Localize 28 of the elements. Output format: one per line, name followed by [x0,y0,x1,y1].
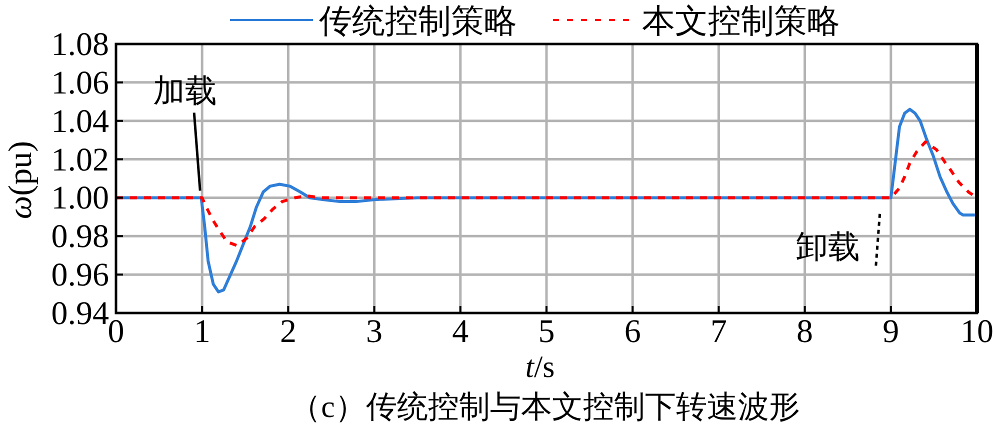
x-tick-label: 8 [796,314,814,350]
legend-label: 传统控制策略 [319,4,517,40]
annotation: 加载 [153,72,218,109]
x-tick-label: 9 [882,314,900,350]
y-tick-label: 1.08 [51,27,109,63]
y-tick-label: 1.00 [51,180,109,217]
y-tick-label: 0.94 [51,296,109,332]
text: （c）传统控制与本文控制下转速波形 [290,389,800,424]
y-tick-label: 1.02 [51,142,109,178]
y-axis-title: ω(pu) [3,140,39,220]
x-tick-label: 3 [366,314,383,350]
x-tick-label: 6 [624,314,641,350]
x-tick-label: 10 [960,314,993,350]
x-tick-label: 0 [108,314,124,350]
y-tick-label: 1.06 [51,65,109,102]
legend-label: 本文控制策略 [642,4,840,40]
y-tick-label: 0.98 [51,219,109,256]
x-tick-label: 1 [194,314,210,350]
x-tick-label: 2 [280,314,296,350]
annotation: 卸载 [796,228,860,265]
y-tick-label: 1.04 [51,104,109,140]
annotation: 加载 [153,72,218,191]
annotation: 卸载 [796,212,882,266]
y-tick-label: 0.96 [51,258,109,294]
x-tick-label: 7 [710,314,727,350]
x-tick-label: 4 [452,314,469,350]
x-tick-label: 5 [538,314,555,350]
x-axis-title: t/s [525,349,555,384]
